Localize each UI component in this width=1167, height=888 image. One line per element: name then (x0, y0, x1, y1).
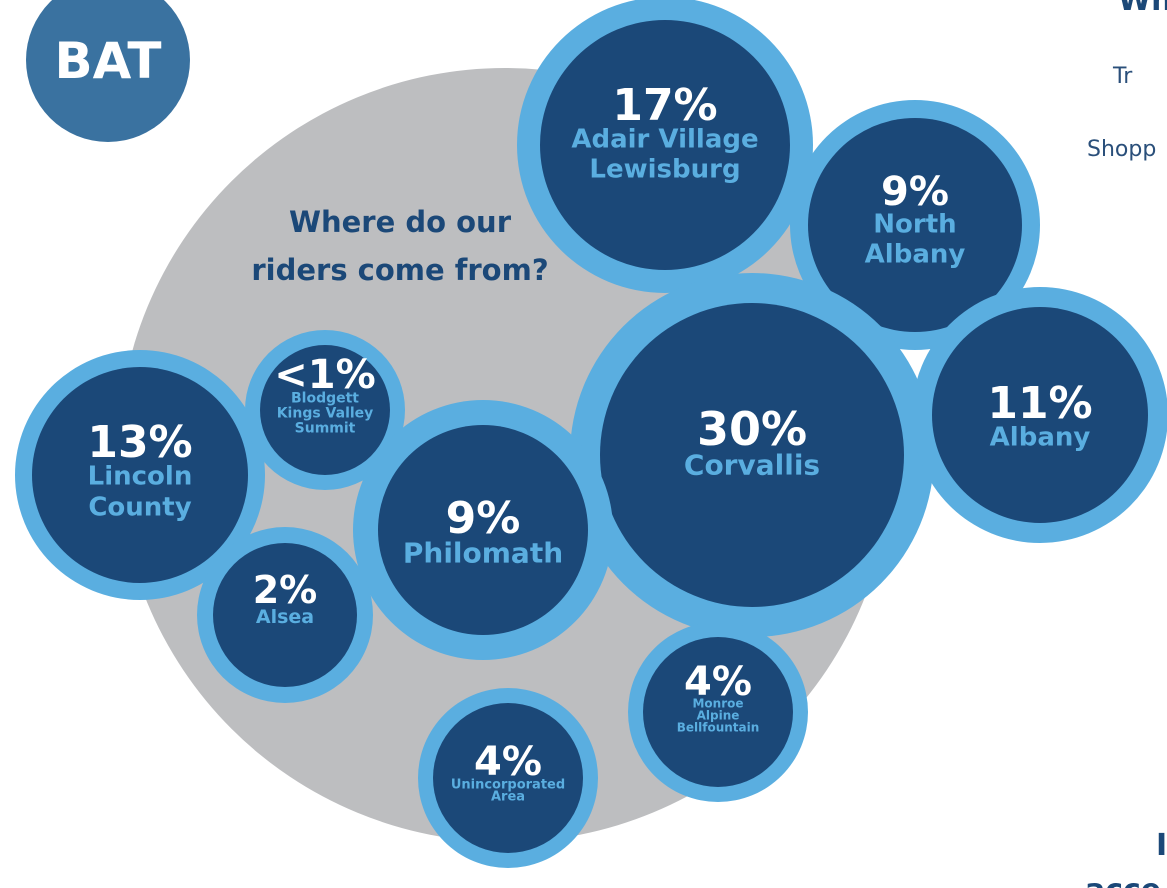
bubble-percent: 9% (881, 169, 949, 215)
bubble-place: Lincoln (88, 461, 193, 491)
bubble-place: Kings Valley (277, 406, 374, 422)
bubble-percent: <1% (274, 352, 375, 398)
bubble (32, 367, 248, 583)
bubble-percent: 30% (697, 402, 807, 456)
bubble (643, 637, 793, 787)
side-text: Wh (1118, 0, 1167, 18)
bubble-place: Alpine (697, 709, 740, 723)
bubble-percent: 2% (253, 568, 318, 612)
bubble-percent: 4% (684, 659, 752, 705)
bubble-percent: 4% (474, 739, 542, 785)
side-text: I (1156, 828, 1167, 863)
heading-line: Where do our (289, 205, 512, 239)
bubble (260, 345, 390, 475)
heading-line: riders come from? (251, 253, 548, 287)
bubble (808, 118, 1022, 332)
bubble-place: Unincorporated (451, 778, 565, 793)
bubble (433, 703, 583, 853)
bubble-place: Bellfountain (677, 721, 760, 735)
side-text: Shopp (1087, 137, 1156, 162)
logo-circle (26, 0, 190, 142)
bubble-percent: 17% (612, 80, 717, 131)
bubble-percent: 13% (87, 417, 192, 468)
bubble-place: Summit (295, 421, 356, 437)
bubble-place: North (873, 209, 956, 239)
bubble-place: Albany (865, 239, 966, 269)
bubble-place: Monroe (692, 697, 743, 711)
side-text: Tr (1112, 64, 1133, 89)
bubble-percent: 11% (987, 378, 1092, 429)
bubble-place: County (88, 492, 191, 522)
logo: BAT (54, 32, 161, 90)
bubble (932, 307, 1148, 523)
bubble-place: Alsea (256, 606, 314, 628)
side-text: acce (1085, 873, 1161, 888)
bubble-place: Corvallis (684, 448, 820, 481)
bubble-place: Philomath (403, 536, 563, 569)
bubble (540, 20, 790, 270)
bubble-place: Blodgett (291, 391, 359, 407)
bubble (600, 303, 904, 607)
bubble-percent: 9% (446, 493, 521, 544)
bubble (378, 425, 588, 635)
bubble-place: Lewisburg (589, 154, 740, 184)
bubble-place: Area (491, 790, 525, 805)
bubble-place: Albany (990, 422, 1091, 452)
bubble (213, 543, 357, 687)
bubble-place: Adair Village (571, 124, 758, 154)
